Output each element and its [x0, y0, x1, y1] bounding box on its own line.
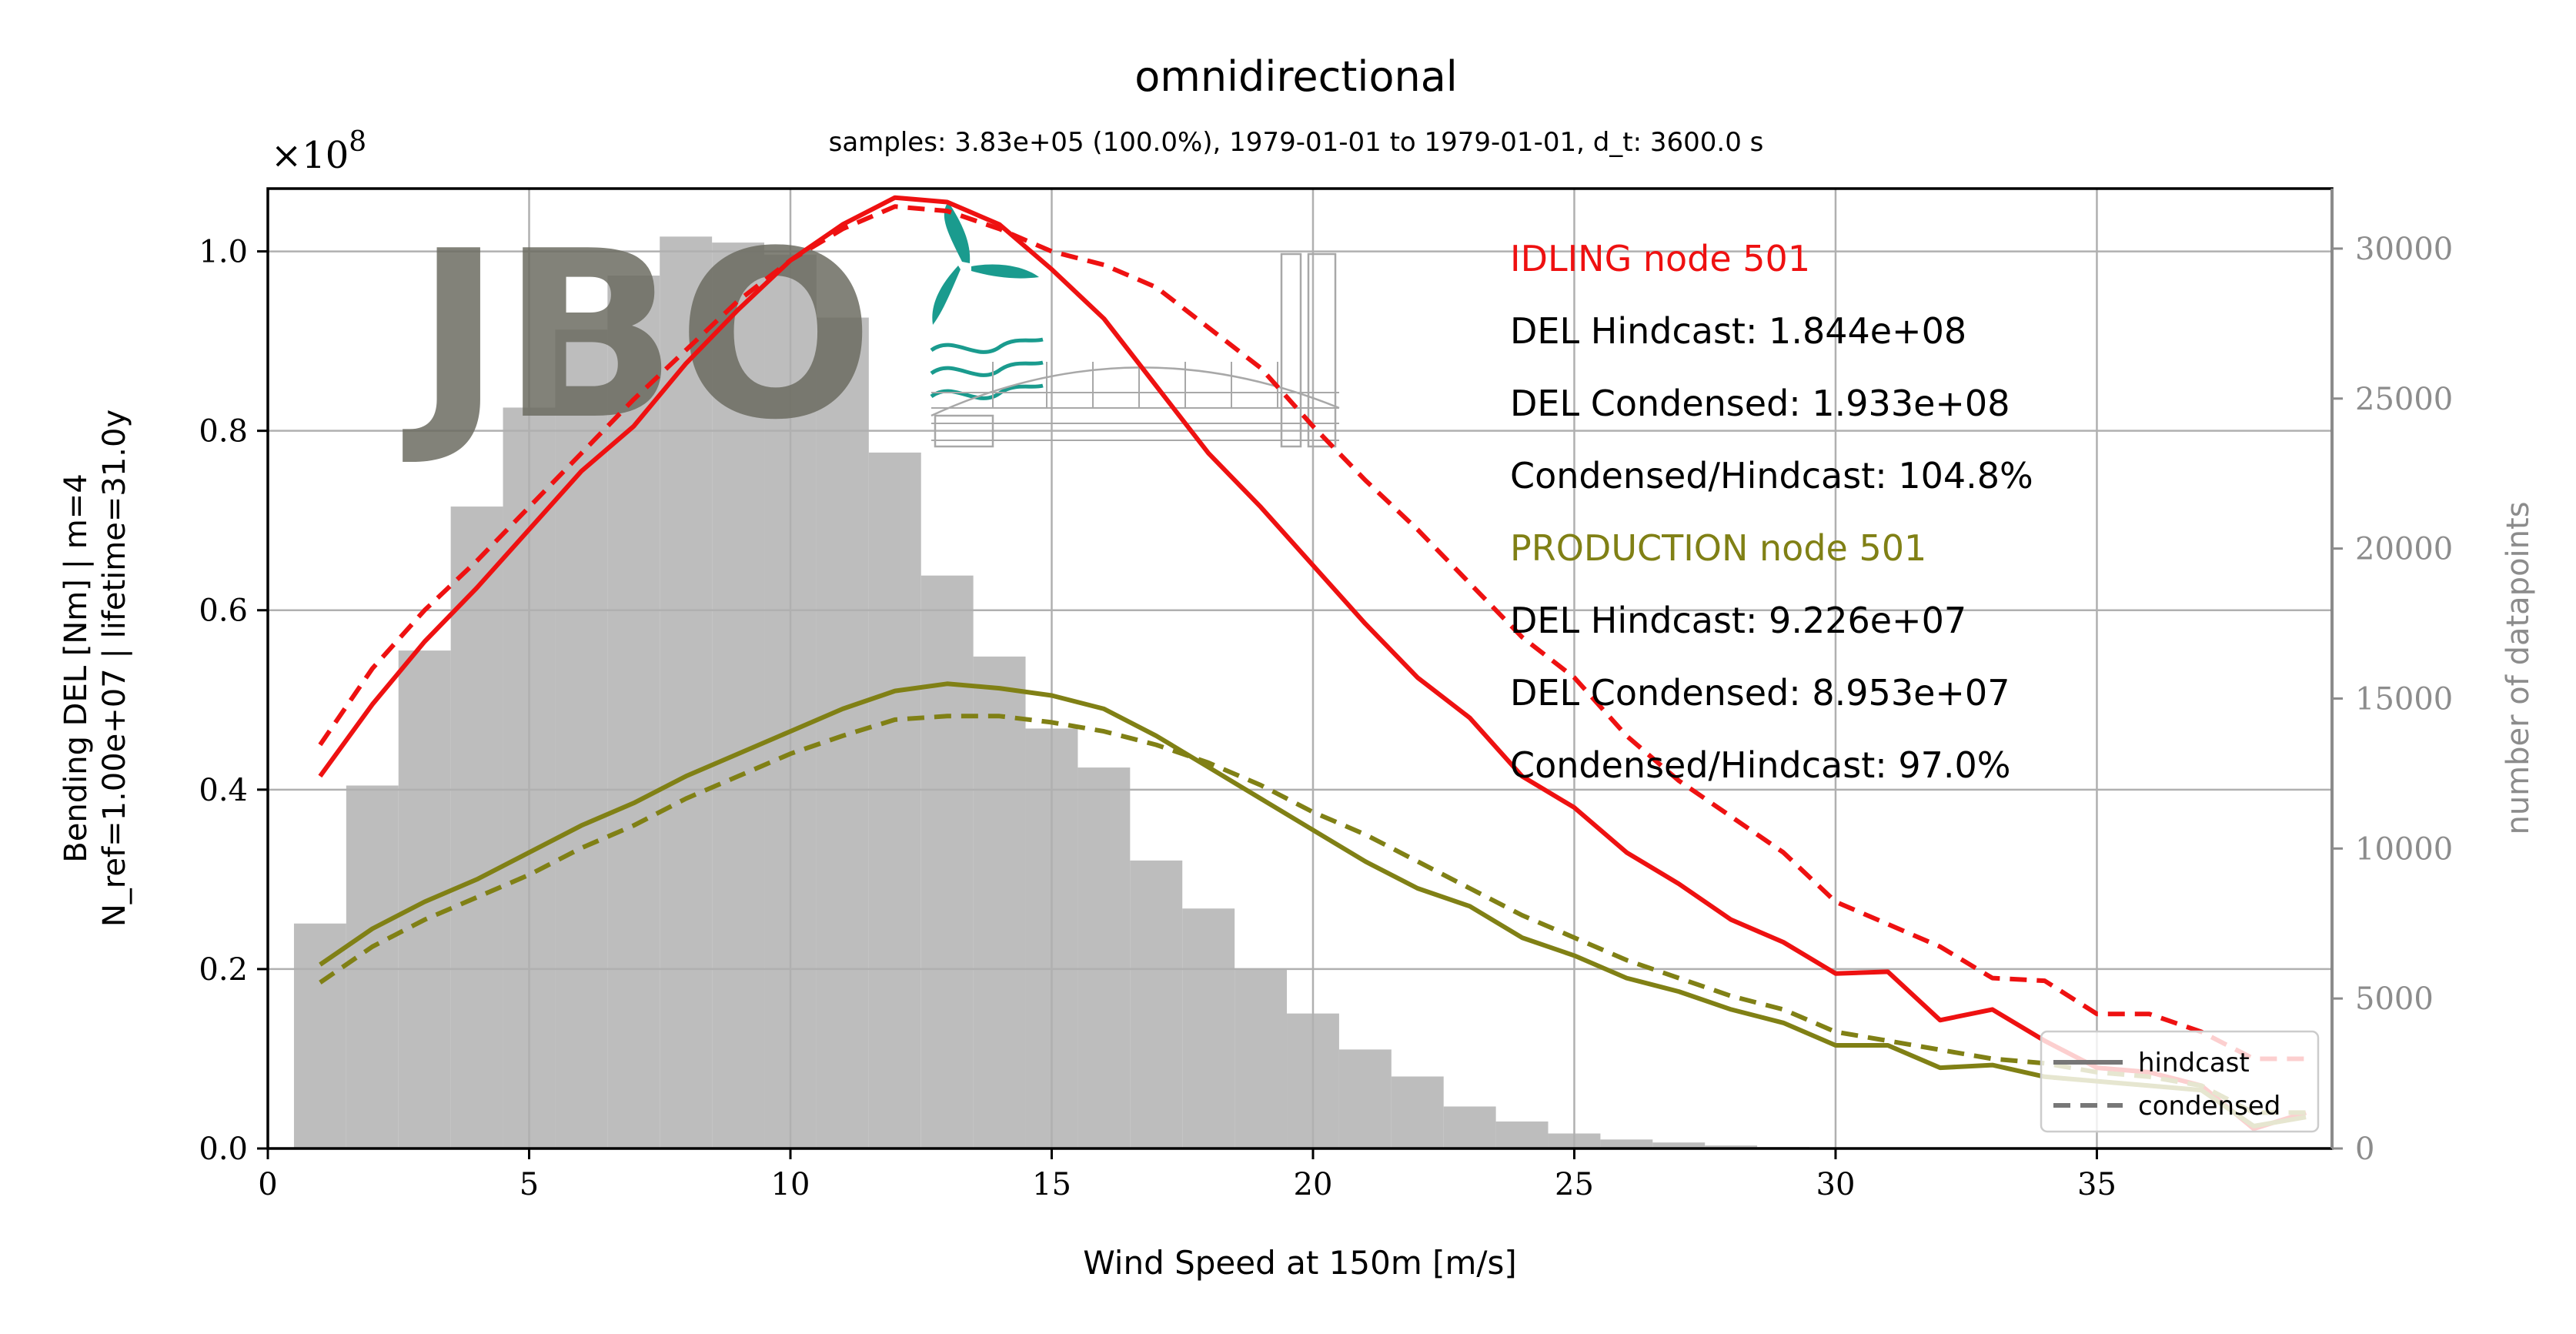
y-tick-label: 0.8	[199, 414, 248, 450]
annotation-idling-line: DEL Condensed: 1.933e+08	[1510, 383, 2010, 424]
histogram-bar	[816, 317, 869, 1148]
y2-tick-label: 10000	[2355, 831, 2453, 867]
line-production-condensed	[319, 714, 2307, 1115]
histogram-bar	[1078, 767, 1131, 1148]
wave-icon	[930, 383, 1044, 400]
data-lines	[318, 195, 2307, 1132]
y2-tick-label: 0	[2355, 1132, 2374, 1167]
y2-tick-label: 15000	[2355, 681, 2453, 717]
y-axis-label-line2: N_ref=1.00e+07 | lifetime=31.0y	[97, 410, 132, 927]
annotation-block: IDLING node 501 DEL Hindcast: 1.844e+08 DE…	[1510, 238, 2033, 786]
pylon-icon	[1307, 252, 1337, 448]
turbine-blade-icon	[932, 266, 961, 325]
annotation-production-title: PRODUCTION node 501	[1510, 527, 1926, 569]
line-idling-hindcast	[318, 195, 2307, 1132]
legend-hindcast-label: hindcast	[2138, 1048, 2250, 1078]
histogram-bar	[346, 785, 399, 1148]
histogram-bar	[1338, 1049, 1392, 1148]
y-multiplier: ×108	[271, 126, 366, 177]
y2-axis-label: number of datapoints	[2501, 501, 2536, 834]
histogram-bar	[1443, 1106, 1496, 1148]
y-tick-label: 0.0	[199, 1132, 248, 1167]
y2-tick-label: 20000	[2355, 532, 2453, 567]
legend-condensed-label: condensed	[2138, 1091, 2280, 1122]
wave-icon	[930, 360, 1044, 377]
y-multiplier-exponent: 8	[349, 126, 366, 158]
x-axis-label: Wind Speed at 150m [m/s]	[1083, 1244, 1517, 1282]
histogram-bar	[973, 656, 1026, 1148]
annotation-idling-line: Condensed/Hindcast: 104.8%	[1510, 455, 2033, 496]
histogram-bar	[1130, 860, 1183, 1148]
y2-axis: 0 5000 10000 15000 20000 25000 30000	[2330, 189, 2453, 1167]
histogram-bar	[1705, 1145, 1758, 1148]
turbine-blade-icon	[971, 264, 1039, 279]
line-production-hindcast	[319, 681, 2307, 1128]
pier-icon	[934, 414, 994, 448]
line-idling-condensed	[318, 204, 2307, 1062]
chart-subtitle: samples: 3.83e+05 (100.0%), 1979-01-01 t…	[829, 127, 1764, 158]
histogram-bar	[1235, 968, 1288, 1148]
x-tick-label: 20	[1294, 1167, 1333, 1202]
histogram-bar	[868, 452, 921, 1148]
histogram-bar	[920, 575, 974, 1148]
histogram-bar	[1652, 1142, 1706, 1148]
legend: hindcast condensed	[2040, 1030, 2320, 1133]
y2-tick-label: 5000	[2355, 981, 2434, 1017]
histogram-bar	[1182, 908, 1235, 1148]
grid-lines	[268, 189, 2332, 1148]
histogram-bar	[293, 923, 346, 1148]
wave-icon	[930, 337, 1044, 354]
y-tick-label: 0.2	[199, 952, 248, 988]
chart-title: omnidirectional	[1134, 52, 1458, 101]
histogram-bar	[1495, 1121, 1549, 1148]
histogram-bar	[712, 242, 765, 1148]
annotation-production-line: DEL Condensed: 8.953e+07	[1510, 672, 2010, 714]
x-axis: 0 5 10 15 20 25 30 35	[258, 1148, 2117, 1202]
histogram-bar	[1600, 1139, 1653, 1148]
histogram-bar	[450, 507, 503, 1148]
x-tick-label: 10	[771, 1167, 810, 1202]
turbine-blade-icon	[944, 202, 971, 263]
annotation-production-line: Condensed/Hindcast: 97.0%	[1510, 744, 2011, 786]
x-tick-label: 0	[258, 1167, 277, 1202]
x-tick-label: 25	[1555, 1167, 1594, 1202]
histogram-bar	[555, 329, 608, 1149]
histogram-bar	[1391, 1076, 1444, 1148]
y-tick-label: 1.0	[199, 235, 248, 270]
histogram-bar	[660, 236, 713, 1149]
y-tick-label: 0.6	[199, 593, 248, 629]
annotation-idling-line: DEL Hindcast: 1.844e+08	[1510, 310, 1966, 352]
pylon-icon	[1280, 252, 1302, 448]
y-tick-label: 0.4	[199, 773, 248, 808]
x-tick-label: 15	[1032, 1167, 1071, 1202]
y2-tick-label: 30000	[2355, 232, 2453, 267]
y-axis-label-line1: Bending DEL [Nm] | m=4	[58, 473, 94, 862]
y2-tick-label: 25000	[2355, 382, 2453, 417]
x-tick-label: 35	[2077, 1167, 2117, 1202]
y-axis: 0.0 0.2 0.4 0.6 0.8 1.0	[199, 235, 268, 1167]
annotation-idling-title: IDLING node 501	[1510, 238, 1810, 279]
x-tick-label: 30	[1816, 1167, 1856, 1202]
annotation-production-line: DEL Hindcast: 9.226e+07	[1510, 600, 1966, 641]
watermark-logo: JBO	[401, 202, 1340, 470]
x-tick-label: 5	[520, 1167, 539, 1202]
histogram-bar	[607, 276, 660, 1148]
watermark-text: JBO	[401, 202, 874, 470]
